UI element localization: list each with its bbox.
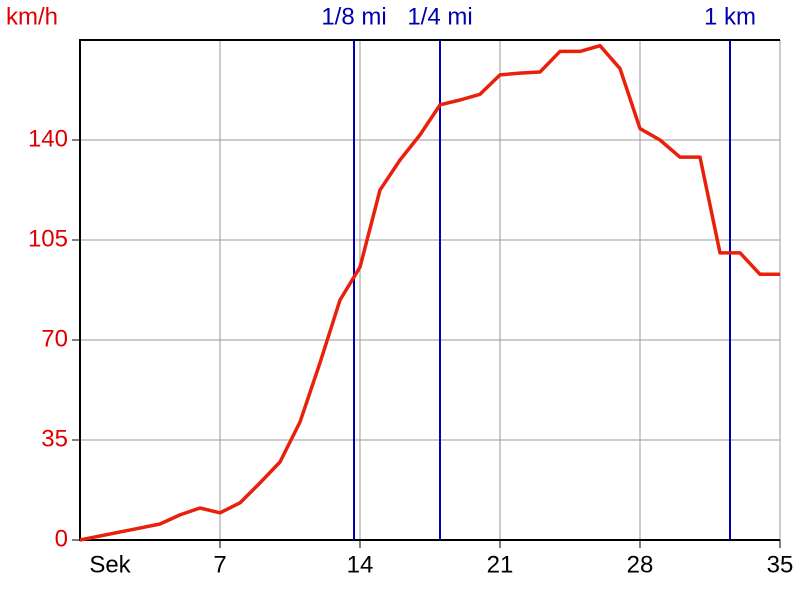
speed-line (79, 43, 780, 542)
x-tick-label: 14 (347, 551, 374, 578)
y-tick-label: 70 (41, 325, 68, 352)
y-tick-label: 0 (55, 525, 68, 552)
y-tick-label: 105 (28, 225, 68, 252)
x-tick-label: 21 (487, 551, 514, 578)
y-tick-label: 35 (41, 425, 68, 452)
axis-frame (79, 39, 780, 541)
x-axis-label: Sek (89, 551, 131, 578)
distance-label: 1 km (704, 3, 756, 30)
x-tick-label: 35 (767, 551, 794, 578)
y-axis-label: km/h (6, 3, 58, 30)
distance-label: 1/4 mi (407, 3, 472, 30)
x-tick-label: 7 (213, 551, 226, 578)
y-tick-label: 140 (28, 125, 68, 152)
distance-label: 1/8 mi (321, 3, 386, 30)
x-tick-label: 28 (627, 551, 654, 578)
